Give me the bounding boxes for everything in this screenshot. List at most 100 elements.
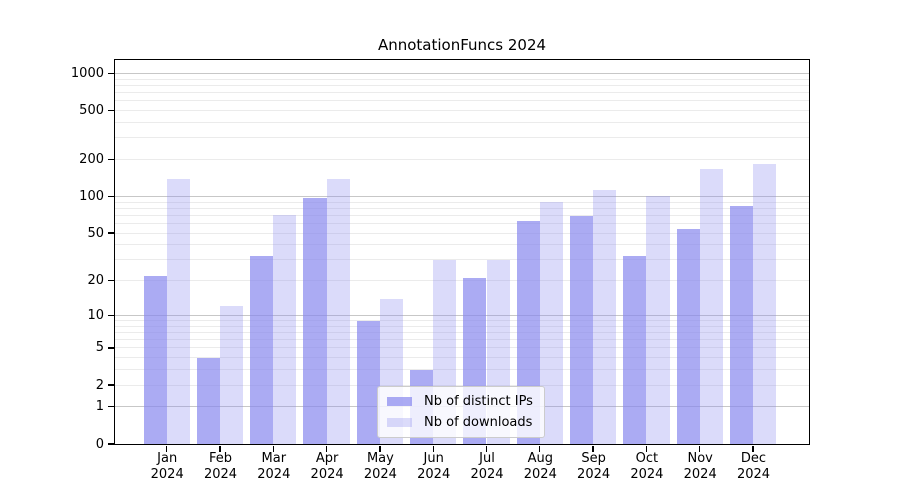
gridline-major [115, 195, 809, 198]
y-tick-mark [108, 232, 114, 234]
gridline-minor [115, 280, 809, 282]
gridline-minor [115, 347, 809, 349]
bar-distinct-ips-mar [250, 256, 274, 444]
gridline-minor [115, 320, 809, 321]
x-tick-label-feb: Feb 2024 [203, 451, 238, 482]
y-tick-mark [108, 109, 114, 112]
y-tick-label-1: 1 [95, 399, 104, 415]
gridline-major [115, 314, 809, 316]
legend: Nb of distinct IPs Nb of downloads [377, 386, 545, 438]
y-tick-mark [108, 443, 114, 445]
y-tick-label-200: 200 [79, 152, 104, 168]
gridline-minor [115, 339, 809, 341]
gridline-minor [115, 244, 809, 246]
bar-downloads-oct [646, 196, 670, 444]
gridline-minor [115, 159, 809, 161]
x-tick-mark [699, 445, 701, 452]
x-tick-mark [645, 445, 648, 452]
y-tick-label-2: 2 [95, 377, 104, 393]
legend-label-downloads: Nb of downloads [424, 415, 533, 430]
bar-distinct-ips-apr [303, 198, 327, 444]
gridline-minor [115, 214, 809, 216]
x-tick-mark [485, 445, 488, 452]
bar-downloads-sep [593, 189, 617, 444]
bar-downloads-feb [220, 306, 244, 444]
bar-downloads-dec [753, 164, 777, 444]
bar-distinct-ips-dec [729, 205, 753, 444]
y-tick-label-50: 50 [87, 225, 104, 241]
bar-downloads-jan [166, 178, 190, 444]
bar-distinct-ips-sep [569, 216, 594, 444]
y-tick-label-10: 10 [87, 307, 104, 323]
gridline-minor [115, 84, 809, 86]
gridline-minor [115, 384, 809, 386]
x-tick-mark [272, 445, 274, 452]
gridline-minor [115, 201, 809, 203]
gridline-minor [115, 232, 809, 234]
gridline-minor [115, 259, 809, 261]
bar-downloads-mar [273, 215, 297, 444]
gridline-minor [115, 369, 809, 371]
x-tick-label-dec: Dec 2024 [736, 451, 771, 482]
gridline-minor [115, 207, 809, 209]
x-tick-label-jul: Jul 2024 [470, 451, 504, 482]
bar-downloads-apr [326, 179, 350, 444]
bar-distinct-ips-feb [196, 357, 220, 444]
x-tick-label-sep: Sep 2024 [577, 451, 611, 482]
y-tick-mark [108, 158, 114, 161]
y-tick-mark [108, 384, 114, 386]
plot-area: Nb of distinct IPs Nb of downloads [108, 59, 810, 452]
legend-swatch-distinct-ips [387, 397, 412, 406]
y-tick-label-100: 100 [79, 188, 104, 204]
legend-swatch-downloads [387, 418, 412, 427]
legend-label-distinct-ips: Nb of distinct IPs [424, 394, 533, 409]
gridline-minor [115, 110, 809, 112]
x-tick-mark [539, 445, 541, 452]
bar-distinct-ips-oct [623, 256, 647, 444]
gridline-major [115, 72, 809, 75]
gridline-minor [115, 100, 809, 102]
x-tick-mark [752, 445, 754, 452]
bar-distinct-ips-nov [676, 229, 700, 444]
gridline-minor [115, 331, 809, 333]
gridline-minor [115, 223, 809, 224]
gridline-minor [115, 357, 809, 359]
bar-distinct-ips-may [356, 320, 380, 444]
gridline-minor [115, 92, 809, 94]
y-tick-mark [108, 347, 114, 349]
y-tick-mark [108, 280, 114, 282]
gridline-minor [115, 78, 809, 80]
x-tick-label-jan: Jan 2024 [150, 451, 184, 482]
x-tick-label-aug: Aug 2024 [523, 451, 557, 482]
y-tick-mark [108, 314, 114, 317]
x-tick-label-nov: Nov 2024 [683, 451, 717, 482]
x-tick-mark [219, 445, 221, 452]
gridline-minor [115, 137, 809, 139]
y-tick-label-0: 0 [95, 436, 104, 452]
gridline-minor [115, 122, 809, 123]
x-tick-mark [592, 445, 594, 452]
x-tick-mark [432, 445, 434, 452]
x-tick-label-may: May 2024 [363, 451, 397, 482]
bar-downloads-nov [699, 169, 723, 444]
grid-layer [115, 60, 809, 444]
y-tick-mark [108, 195, 114, 198]
y-tick-mark [108, 72, 114, 75]
x-tick-mark [166, 445, 168, 452]
legend-item-downloads: Nb of downloads [387, 415, 533, 430]
bar-distinct-ips-jan [143, 275, 167, 444]
legend-item-distinct-ips: Nb of distinct IPs [387, 394, 533, 409]
y-tick-label-1000: 1000 [70, 65, 104, 81]
x-tick-label-jun: Jun 2024 [417, 451, 451, 482]
y-tick-label-5: 5 [95, 340, 104, 356]
y-tick-label-500: 500 [79, 103, 104, 119]
x-tick-mark [379, 445, 381, 452]
x-tick-label-apr: Apr 2024 [310, 451, 344, 482]
bar-downloads-aug [539, 202, 563, 444]
x-tick-mark [325, 445, 328, 452]
y-tick-label-20: 20 [87, 273, 104, 289]
chart-title: AnnotationFuncs 2024 [377, 36, 547, 54]
y-tick-mark [108, 406, 114, 408]
x-tick-label-mar: Mar 2024 [257, 451, 291, 482]
